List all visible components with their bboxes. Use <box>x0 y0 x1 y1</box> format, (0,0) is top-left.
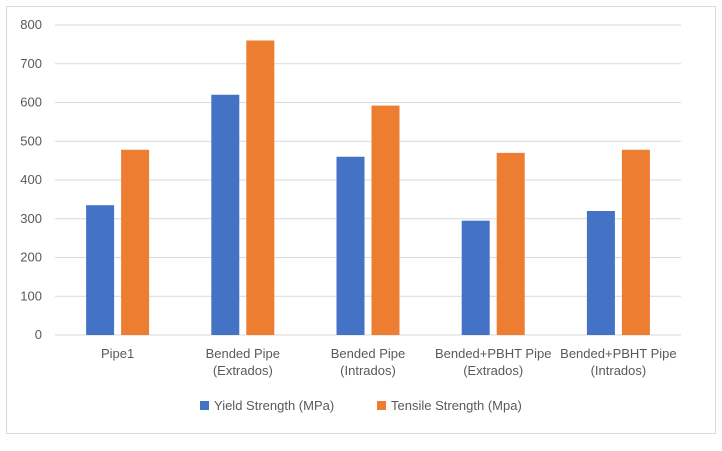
y-tick-label: 700 <box>20 56 42 71</box>
y-tick-label: 300 <box>20 211 42 226</box>
bar-yield-4 <box>586 211 615 335</box>
x-tick-label-line: Bended+PBHT Pipe <box>435 346 551 361</box>
x-tick-label-line: (Intrados) <box>591 363 647 378</box>
gridlines <box>55 24 681 336</box>
y-tick-label: 600 <box>20 95 42 110</box>
y-tick-label: 100 <box>20 288 42 303</box>
bar-tensile-1 <box>246 40 275 335</box>
x-tick-label-line: Pipe1 <box>101 346 134 361</box>
x-tick-label: Bended+PBHT Pipe (Extrados) <box>435 346 551 378</box>
x-tick-label-line: Bended Pipe <box>206 346 280 361</box>
x-tick-label: Bended Pipe (Intrados) <box>331 346 405 378</box>
bar-tensile-2 <box>371 105 400 335</box>
bar-yield-3 <box>461 220 490 335</box>
y-tick-label: 0 <box>35 327 42 342</box>
x-tick-label-line: (Intrados) <box>340 363 396 378</box>
legend-swatch <box>377 401 386 410</box>
x-tick-label: Bended+PBHT Pipe (Intrados) <box>560 346 676 378</box>
bars <box>86 40 650 335</box>
bar-tensile-4 <box>621 149 650 335</box>
x-axis-labels: Pipe1 Bended Pipe (Extrados) Bended Pipe (In… <box>101 346 677 378</box>
y-tick-label: 800 <box>20 17 42 32</box>
bar-yield-2 <box>336 156 365 335</box>
legend-swatch <box>200 401 209 410</box>
x-tick-label-line: Bended Pipe <box>331 346 405 361</box>
x-tick-label-line: (Extrados) <box>463 363 523 378</box>
legend: Yield Strength (MPa) Tensile Strength (Mp… <box>200 398 522 413</box>
legend-label: Yield Strength (MPa) <box>214 398 334 413</box>
bar-tensile-3 <box>496 152 525 335</box>
y-tick-label: 200 <box>20 250 42 265</box>
bar-yield-1 <box>211 94 240 335</box>
y-axis-ticks: 0 100 200 300 400 500 600 700 800 <box>20 17 42 342</box>
x-tick-label: Bended Pipe (Extrados) <box>206 346 280 378</box>
bar-tensile-0 <box>121 149 150 335</box>
y-tick-label: 400 <box>20 172 42 187</box>
x-tick-label-line: (Extrados) <box>213 363 273 378</box>
x-tick-label: Pipe1 <box>101 346 134 361</box>
legend-label: Tensile Strength (Mpa) <box>391 398 522 413</box>
y-tick-label: 500 <box>20 133 42 148</box>
bar-yield-0 <box>86 205 115 335</box>
x-tick-label-line: Bended+PBHT Pipe <box>560 346 676 361</box>
